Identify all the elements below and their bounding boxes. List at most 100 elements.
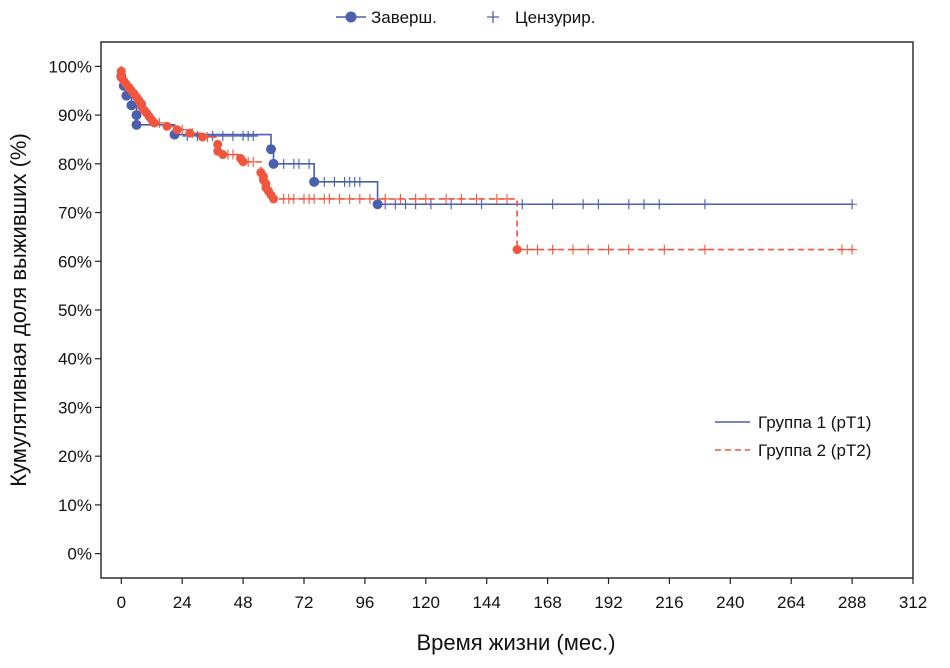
- series-group-1: [116, 66, 858, 210]
- censored-marker: [395, 193, 406, 204]
- y-tick-label: 60%: [58, 252, 92, 271]
- y-tick-label: 80%: [58, 155, 92, 174]
- event-marker: [238, 157, 248, 167]
- x-tick-label: 24: [173, 593, 192, 612]
- x-tick-label: 312: [899, 593, 927, 612]
- event-marker: [309, 176, 320, 187]
- event-marker: [269, 194, 279, 204]
- censored-marker: [476, 199, 487, 210]
- censored-marker: [420, 193, 431, 204]
- event-marker: [266, 144, 277, 155]
- y-axis: 0% 10% 20% 30% 40% 50% 60% 70% 80% 90% 100%: [49, 57, 101, 564]
- x-tick-label: 0: [117, 593, 126, 612]
- event-marker: [213, 139, 223, 149]
- legend-censored-marker: [487, 11, 499, 23]
- censored-marker: [517, 199, 528, 210]
- series-line-1: [120, 66, 853, 206]
- legend-completed-marker: [345, 11, 357, 23]
- x-tick-label: 168: [533, 593, 561, 612]
- top-legend: Заверш. Цензурир.: [336, 8, 595, 27]
- x-tick-label: 216: [655, 593, 683, 612]
- series-legend: Группа 1 (pT1) Группа 2 (pT2): [715, 413, 871, 460]
- censored-marker: [446, 199, 457, 210]
- censored-marker: [309, 193, 320, 204]
- censored-marker: [227, 131, 238, 142]
- censored-marker: [836, 244, 847, 255]
- event-marker: [131, 119, 142, 130]
- y-tick-label: 100%: [49, 57, 92, 76]
- censored-marker: [334, 193, 345, 204]
- censored-marker: [207, 131, 218, 142]
- event-marker: [126, 100, 137, 111]
- censored-marker: [217, 131, 228, 142]
- x-axis: 0 24 48 72 96 120 144 168 192 216 240 264 288 312: [117, 578, 927, 612]
- censored-marker: [380, 193, 391, 204]
- censored-marker: [847, 244, 858, 255]
- event-marker: [149, 118, 159, 128]
- censored-marker: [623, 244, 634, 255]
- y-tick-label: 0%: [67, 545, 92, 564]
- censored-marker: [248, 131, 259, 142]
- censored-marker: [293, 158, 304, 169]
- event-marker: [172, 125, 182, 135]
- x-tick-label: 240: [716, 593, 744, 612]
- event-marker: [372, 199, 383, 210]
- x-tick-label: 192: [594, 593, 622, 612]
- y-tick-label: 40%: [58, 350, 92, 369]
- series-layer: [116, 66, 858, 255]
- censored-marker: [288, 193, 299, 204]
- legend-censored-label: Цензурир.: [515, 8, 595, 27]
- event-marker: [131, 110, 142, 121]
- censored-marker: [639, 199, 650, 210]
- x-tick-label: 96: [355, 593, 374, 612]
- censored-marker: [329, 176, 340, 187]
- event-marker: [218, 150, 228, 160]
- censored-marker: [491, 193, 502, 204]
- censored-marker: [567, 244, 578, 255]
- censored-marker: [248, 156, 259, 167]
- censored-marker: [390, 199, 401, 210]
- censored-marker: [425, 199, 436, 210]
- censored-marker: [547, 244, 558, 255]
- censored-marker: [354, 193, 365, 204]
- event-marker: [268, 158, 279, 169]
- x-tick-label: 48: [234, 593, 253, 612]
- y-tick-label: 90%: [58, 106, 92, 125]
- censored-marker: [364, 193, 375, 204]
- legend-group1-label: Группа 1 (pT1): [758, 413, 871, 432]
- series-group-2: [116, 66, 858, 255]
- y-tick-label: 30%: [58, 398, 92, 417]
- censored-marker: [593, 199, 604, 210]
- censored-marker: [502, 193, 512, 204]
- x-tick-label: 72: [295, 593, 314, 612]
- censored-marker: [456, 193, 467, 204]
- x-tick-label: 264: [777, 593, 805, 612]
- censored-marker: [278, 158, 289, 169]
- series-line-2: [120, 66, 853, 251]
- censored-marker: [699, 199, 710, 210]
- y-tick-label: 70%: [58, 204, 92, 223]
- legend-completed-label: Заверш.: [371, 8, 437, 27]
- event-marker: [512, 245, 522, 255]
- censored-marker: [441, 193, 452, 204]
- event-marker: [198, 132, 207, 142]
- censored-marker: [659, 244, 670, 255]
- legend-group2-label: Группа 2 (pT2): [758, 441, 871, 460]
- event-marker: [162, 121, 172, 131]
- censored-marker: [304, 158, 315, 169]
- censored-marker: [344, 193, 355, 204]
- x-tick-label: 120: [412, 593, 440, 612]
- censored-marker: [623, 199, 634, 210]
- y-tick-label: 50%: [58, 301, 92, 320]
- censored-marker: [319, 176, 330, 187]
- y-tick-label: 10%: [58, 496, 92, 515]
- event-marker: [185, 128, 195, 138]
- censored-marker: [654, 199, 665, 210]
- censored-marker: [324, 193, 335, 204]
- censored-marker: [410, 193, 421, 204]
- censored-marker: [547, 199, 558, 210]
- censored-marker: [699, 244, 710, 255]
- censored-marker: [583, 244, 594, 255]
- censored-marker: [603, 244, 614, 255]
